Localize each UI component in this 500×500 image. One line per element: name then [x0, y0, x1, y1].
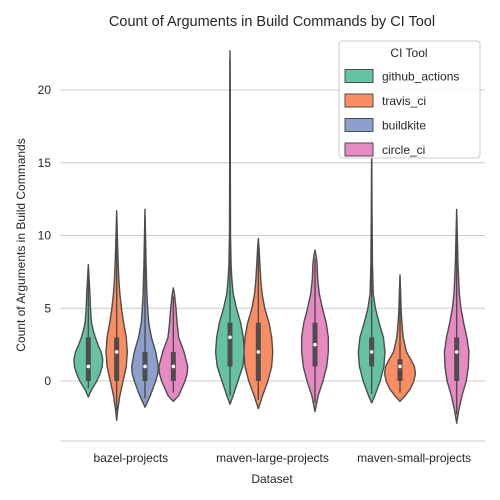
legend-item-buildkite: buildkite [344, 118, 426, 133]
legend-swatch [344, 118, 374, 132]
legend-label: circle_ci [382, 143, 425, 157]
y-tick-label: 10 [38, 229, 52, 243]
violin-travis_ci-bazel-projects [105, 210, 129, 421]
violin-median [398, 364, 402, 369]
violins [73, 50, 470, 424]
y-axis-ticks: 0 5 10 15 20 [38, 83, 52, 388]
violin-median [114, 350, 119, 354]
violin-median [86, 364, 91, 369]
legend-item-travis_ci: travis_ci [344, 93, 426, 108]
violin-median [369, 350, 374, 354]
violin-circle_ci-maven-small-projects [443, 208, 470, 424]
chart-title: Count of Arguments in Build Commands by … [109, 14, 435, 30]
violin-github_actions-maven-small-projects [357, 140, 386, 404]
violin-median [313, 342, 317, 347]
violin-circle_ci-bazel-projects [158, 287, 189, 403]
legend: CI Tool github_actions travis_ci buildkite… [338, 40, 481, 159]
y-tick-label: 15 [38, 156, 52, 170]
violin-median [143, 364, 147, 369]
legend-swatch [344, 142, 374, 157]
violin-travis_ci-maven-large-projects [243, 237, 274, 410]
violin-median [228, 335, 232, 340]
violin-median [256, 350, 261, 354]
legend-label: travis_ci [382, 94, 426, 108]
y-tick-label: 0 [44, 374, 51, 388]
violin-circle_ci-maven-large-projects [300, 249, 330, 413]
legend-swatch [344, 93, 374, 108]
x-tick-label: bazel-projects [93, 451, 168, 465]
x-axis-label: Dataset [251, 472, 293, 486]
violin-travis_ci-maven-small-projects [383, 274, 417, 403]
legend-title: CI Tool [390, 46, 427, 60]
x-axis-ticks: bazel-projects maven-large-projects maven-… [93, 451, 471, 465]
violin-median [454, 350, 459, 354]
legend-label: github_actions [382, 70, 459, 84]
legend-item-github_actions: github_actions [344, 69, 459, 84]
x-tick-label: maven-small-projects [357, 451, 471, 465]
legend-swatch [344, 69, 374, 83]
y-axis-label: Count of Arguments in Build Commands [14, 138, 28, 351]
legend-item-circle_ci: circle_ci [344, 142, 425, 157]
violin-github_actions-bazel-projects [73, 263, 104, 398]
legend-label: buildkite [382, 119, 426, 133]
y-tick-label: 20 [38, 83, 52, 97]
legend-frame [338, 40, 481, 159]
violin-github_actions-maven-large-projects [214, 50, 246, 405]
y-tick-label: 5 [44, 301, 51, 315]
violin-median [171, 364, 176, 369]
x-tick-label: maven-large-projects [216, 451, 329, 465]
